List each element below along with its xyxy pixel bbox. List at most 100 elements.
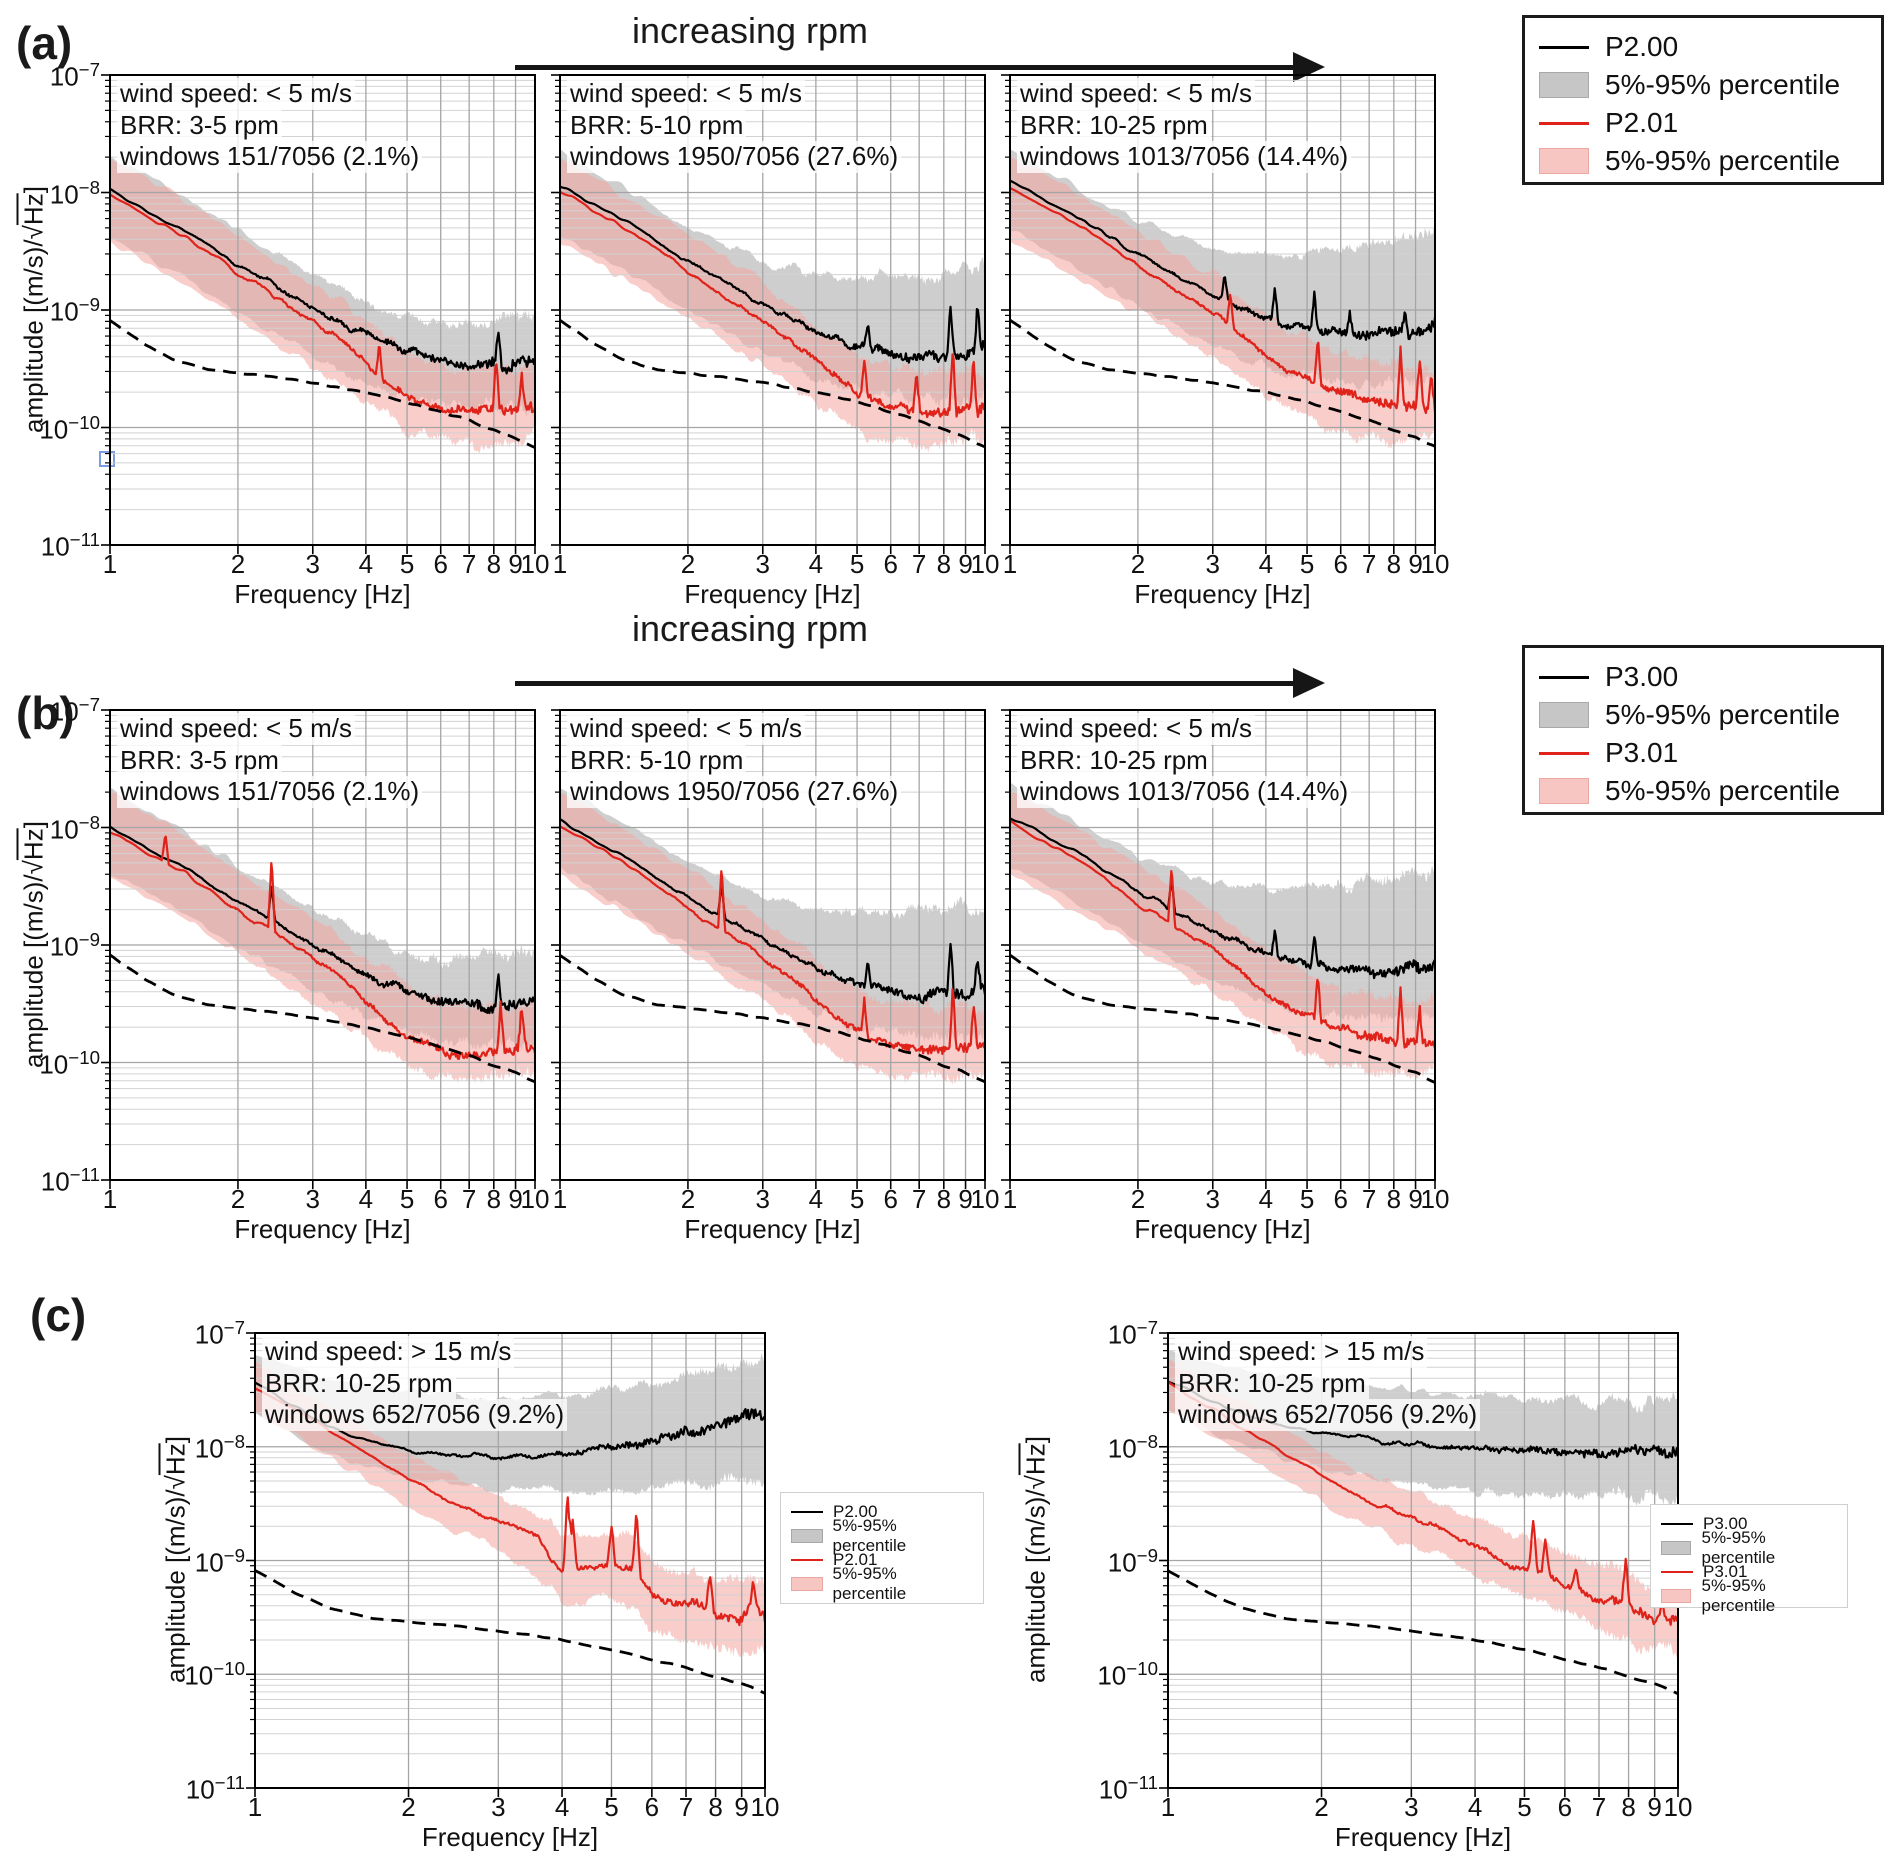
legend-line-swatch [791,1559,823,1561]
x-tick-label: 3 [491,1792,506,1822]
legend-item: 5%-95% percentile [1539,696,1867,734]
annotation-line: wind speed: < 5 m/s [1017,713,1255,745]
y-tick-label: 10−8 [194,1430,245,1464]
legend-plot-c1: P2.00 5%-95% percentile P2.01 5%-95% percen… [780,1492,984,1604]
x-tick-label: 9 [734,1792,749,1822]
x-axis-label: Frequency [Hz] [234,1214,411,1244]
x-tick-label: 1 [102,549,118,579]
x-tick-label: 9 [958,1184,973,1214]
x-tick-label: 1 [552,1184,568,1214]
plot-annotation: wind speed: < 5 m/s BRR: 10-25 rpm windows… [1017,713,1352,809]
x-tick-label: 2 [1130,1184,1146,1214]
y-tick-label: 10−7 [194,1317,245,1350]
x-tick-label: 6 [1333,549,1348,579]
increasing-rpm-arrow-b [515,668,1327,698]
legend-patch-swatch [791,1577,823,1591]
y-tick-label: 10−7 [1107,1317,1158,1350]
increasing-rpm-arrow-a [515,52,1327,82]
legend-item-label: P2.00 [1605,31,1679,62]
x-axis-label: Frequency [Hz] [684,579,861,609]
y-tick-label: 10−7 [49,694,100,727]
x-tick-label: 4 [358,1184,374,1214]
legend-item-label: 5%-95% percentile [1605,69,1841,100]
x-tick-label: 9 [958,549,973,579]
x-tick-label: 5 [1299,1184,1315,1214]
annotation-line: windows 1950/7056 (27.6%) [567,776,902,809]
x-tick-label: 5 [604,1792,619,1822]
annotation-line: wind speed: < 5 m/s [117,78,355,110]
legend-item: P2.00 [791,1500,973,1524]
legend-item: P3.00 [1539,658,1867,696]
annotation-line: wind speed: < 5 m/s [567,78,805,110]
plot-annotation: wind speed: > 15 m/s BRR: 10-25 rpm window… [1175,1336,1481,1432]
arrow-line [515,65,1295,70]
x-tick-label: 7 [1361,1184,1377,1214]
y-tick-label: 10−8 [49,176,100,210]
x-tick-label: 2 [401,1792,416,1822]
legend-item: P3.01 [1539,734,1867,772]
plot-annotation: wind speed: < 5 m/s BRR: 3-5 rpm windows 1… [117,713,423,809]
legend-item-label: P3.01 [1605,737,1679,768]
annotation-line: windows 652/7056 (9.2%) [1175,1399,1481,1432]
x-tick-label: 5 [1517,1792,1532,1822]
x-tick-label: 7 [678,1792,694,1822]
subplot-b3 [1001,709,1436,1189]
x-tick-label: 8 [1386,1184,1402,1214]
legend-item-label: 5%-95% percentile [1701,1528,1776,1567]
x-tick-label: 4 [1467,1792,1483,1822]
x-tick-label: 2 [680,549,696,579]
y-axis-label: amplitude [(m/s)/√Hz] [18,821,49,1068]
x-tick-label: 8 [486,1184,502,1214]
subplot-b2 [551,709,986,1189]
y-axis-label: amplitude [(m/s)/√Hz] [1020,1436,1051,1683]
y-axis-label: amplitude [(m/s)/√Hz] [18,186,49,433]
x-axis-label: Frequency [Hz] [1334,1822,1512,1851]
x-tick-label: 3 [305,549,320,579]
y-tick-label: 10−9 [1107,1544,1158,1578]
legend-item: 5%-95% percentile [1661,1576,1837,1615]
y-tick-label: 10−10 [184,1658,245,1691]
legend-item-label: 5%-95% percentile [1605,699,1841,730]
legend-item: 5%-95% percentile [791,1564,973,1603]
legend-plot-c2: P3.00 5%-95% percentile P3.01 5%-95% percen… [1650,1504,1848,1615]
legend-patch-swatch [1661,1541,1692,1555]
annotation-line: BRR: 3-5 rpm [117,744,282,777]
x-tick-label: 8 [486,549,502,579]
x-tick-label: 1 [247,1792,263,1822]
y-tick-label: 10−11 [185,1772,245,1805]
x-tick-label: 7 [911,549,927,579]
legend-patch-swatch [1539,148,1589,174]
legend-line-swatch [1661,1523,1693,1525]
plot-annotation: wind speed: > 15 m/s BRR: 10-25 rpm window… [262,1336,568,1432]
x-tick-label: 4 [358,549,374,579]
x-tick-label: 1 [102,1184,118,1214]
x-tick-label: 9 [1408,1184,1423,1214]
legend-item-label: P3.00 [1605,661,1679,692]
x-tick-label: 8 [1386,549,1402,579]
y-tick-label: 10−8 [49,811,100,845]
x-tick-label: 3 [755,549,770,579]
artifact-marker [99,451,115,467]
panel-b-title: increasing rpm [631,608,869,649]
annotation-line: wind speed: < 5 m/s [117,713,355,745]
legend-item-label: 5%-95% percentile [1605,775,1841,806]
legend-panel-a: P2.00 5%-95% percentile P2.01 5%-95% percen… [1522,15,1884,185]
annotation-line: windows 1013/7056 (14.4%) [1017,776,1352,809]
legend-item: 5%-95% percentile [1661,1528,1837,1567]
x-tick-label: 3 [1205,1184,1220,1214]
annotation-line: BRR: 10-25 rpm [1175,1367,1369,1400]
y-tick-label: 10−7 [49,59,100,92]
x-tick-label: 6 [433,1184,448,1214]
x-tick-label: 2 [1314,1792,1329,1822]
legend-item-label: 5%-95% percentile [1701,1576,1776,1615]
y-tick-label: 10−11 [1098,1772,1158,1805]
x-tick-label: 1 [1002,549,1018,579]
x-tick-label: 2 [1130,549,1146,579]
x-axis-label: Frequency [Hz] [421,1822,599,1851]
x-tick-label: 10 [520,1184,550,1214]
legend-item: 5%-95% percentile [1539,772,1867,810]
x-axis-label: Frequency [Hz] [1134,579,1311,609]
x-tick-label: 6 [883,549,898,579]
legend-item: P2.01 [1539,104,1867,142]
